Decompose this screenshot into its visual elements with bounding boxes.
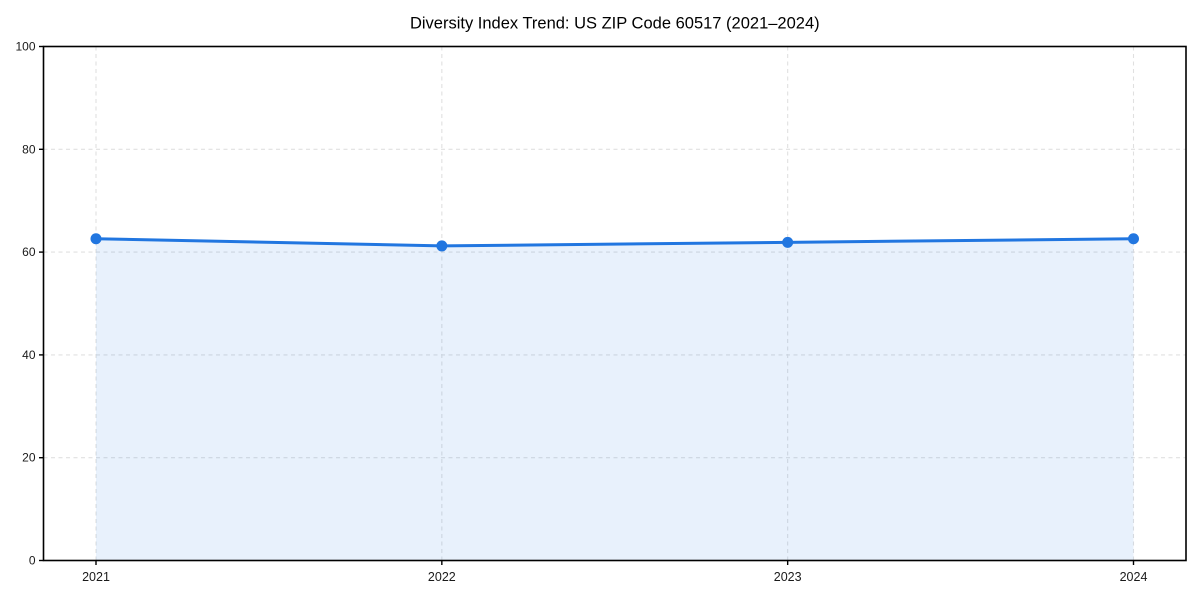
tick-labels: 0 20 40 60 80 100 2021 2022 2023 2024	[15, 40, 1147, 585]
axes	[39, 45, 1187, 565]
plot-border	[42, 45, 1187, 562]
data-point	[782, 236, 794, 248]
grid-lines	[43, 46, 1186, 561]
trend-line	[94, 237, 1135, 248]
data-point	[1128, 233, 1139, 245]
area-fill-shape	[96, 238, 1134, 561]
trend-line-path	[94, 237, 1135, 248]
x-tick-label: 2024	[1120, 570, 1148, 584]
x-tick-label: 2022	[428, 570, 456, 584]
chart-title: Diversity Index Trend: US ZIP Code 60517…	[410, 15, 820, 33]
y-tick-label: 60	[22, 245, 36, 259]
y-tick-label: 0	[29, 554, 36, 568]
y-tick-label: 80	[22, 142, 36, 156]
data-point	[436, 240, 448, 252]
x-tick-label: 2021	[82, 570, 110, 584]
y-tick-label: 100	[15, 40, 35, 54]
data-point	[90, 233, 102, 245]
data-points	[90, 233, 1139, 252]
x-tick-label: 2023	[774, 570, 802, 584]
y-tick-label: 20	[22, 451, 36, 465]
area-fill	[96, 238, 1134, 561]
y-tick-label: 40	[22, 348, 36, 362]
